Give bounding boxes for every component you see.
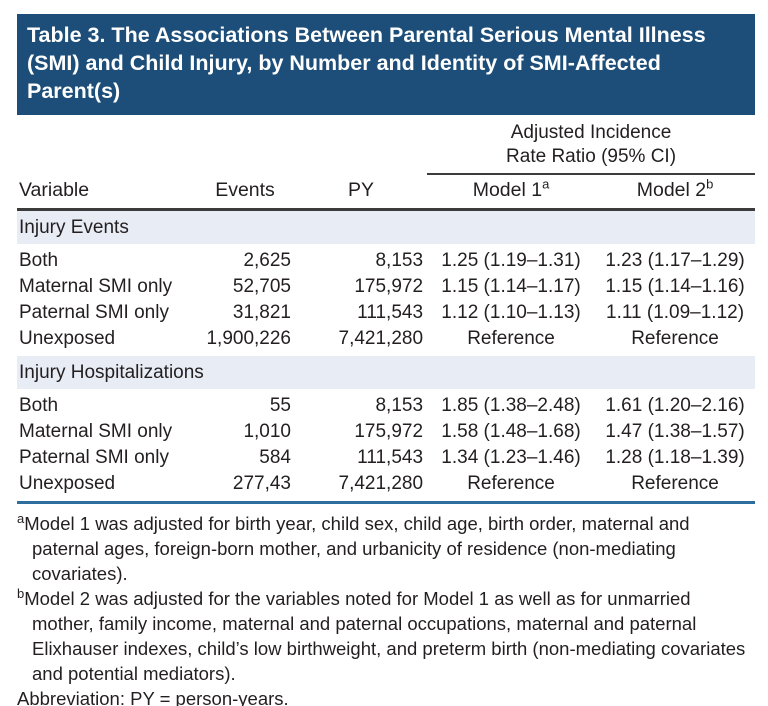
table-title-line: Table 3. The Associations Between Parent…	[27, 23, 706, 47]
column-header-model1: Model 1a	[427, 174, 596, 211]
footnote-marker: b	[17, 585, 25, 601]
cell-events: 1,010	[243, 421, 291, 442]
footnote-marker: a	[17, 510, 25, 526]
cell-py: 8,153	[375, 395, 424, 416]
cell-model1: Reference	[467, 473, 555, 494]
table-title-line: (SMI) and Child Injury, by Number and Id…	[27, 51, 661, 75]
column-header-model2: Model 2b	[595, 174, 756, 211]
cell-py: 7,421,280	[338, 328, 424, 349]
column-header-events: Events	[195, 174, 295, 211]
cell-model1: 1.12 (1.10–1.13)	[441, 302, 581, 323]
cell-events: 31,821	[232, 302, 291, 323]
cell-py: 111,543	[357, 302, 424, 323]
cell-events: 277,43	[232, 473, 291, 494]
cell-py: 7,421,280	[338, 473, 424, 494]
cell-py: 175,972	[354, 421, 424, 442]
cell-model2: 1.11 (1.09–1.12)	[606, 302, 745, 323]
model2-footnote-marker: b	[706, 176, 714, 192]
cell-model2: 1.23 (1.17–1.29)	[605, 250, 745, 271]
column-header-row: Variable Events PY Model 1a Model 2b	[17, 174, 756, 211]
table-title-bar: Table 3. The Associations Between Parent…	[17, 14, 755, 115]
cell-model1: 1.25 (1.19–1.31)	[441, 250, 581, 271]
abbreviation-note: Abbreviation: PY = person-years.	[17, 688, 289, 706]
footnotes-block: aModel 1 was adjusted for birth year, ch…	[17, 511, 755, 706]
table-row: Paternal SMI only 31,821 111,543 1.12 (1.10…	[17, 300, 755, 326]
spanner-spacer	[17, 118, 427, 174]
column-header-py: PY	[295, 174, 428, 211]
table-row: Both 55 8,153 1.85 (1.38–2.48) 1.61 (1.20–2.…	[17, 389, 755, 419]
cell-model1: 1.85 (1.38–2.48)	[441, 395, 581, 416]
cell-model1: 1.15 (1.14–1.17)	[441, 276, 581, 297]
model1-footnote-marker: a	[542, 176, 550, 192]
section-header-label: Injury Events	[17, 209, 756, 244]
cell-model2: 1.61 (1.20–2.16)	[605, 395, 745, 416]
footnote: aModel 1 was adjusted for birth year, ch…	[17, 510, 690, 584]
cell-variable: Paternal SMI only	[19, 302, 169, 323]
cell-variable: Both	[19, 250, 59, 271]
cell-model2: Reference	[631, 473, 719, 494]
cell-py: 111,543	[357, 447, 424, 468]
table-row: Both 2,625 8,153 1.25 (1.19–1.31) 1.23 (1.17…	[17, 244, 755, 274]
section-header-label: Injury Hospitalizations	[17, 356, 756, 389]
table-title: Table 3. The Associations Between Parent…	[27, 21, 743, 105]
cell-model2: Reference	[631, 328, 719, 349]
table-row: Paternal SMI only 584 111,543 1.34 (1.23–1.…	[17, 445, 755, 471]
cell-events: 52,705	[232, 276, 291, 297]
spanner-label: Adjusted Incidence Rate Ratio (95% CI)	[427, 118, 756, 175]
cell-variable: Maternal SMI only	[19, 421, 173, 442]
table-title-line: Parent(s)	[27, 79, 121, 103]
cell-events: 2,625	[243, 250, 291, 271]
cell-variable: Unexposed	[19, 328, 116, 349]
cell-events: 584	[259, 447, 291, 468]
cell-model1: 1.34 (1.23–1.46)	[441, 447, 581, 468]
table-row: Maternal SMI only 52,705 175,972 1.15 (1.14…	[17, 274, 755, 300]
footnote: bModel 2 was adjusted for the variables …	[17, 585, 746, 684]
cell-py: 8,153	[375, 250, 424, 271]
stats-table: Adjusted Incidence Rate Ratio (95% CI) V…	[17, 118, 756, 504]
cell-events: 1,900,226	[206, 328, 291, 349]
cell-variable: Maternal SMI only	[19, 276, 173, 297]
cell-variable: Unexposed	[19, 473, 116, 494]
table-row: Unexposed 1,900,226 7,421,280 Reference Refe…	[17, 326, 755, 356]
cell-model2: 1.47 (1.38–1.57)	[605, 421, 745, 442]
section-header-row: Injury Hospitalizations	[17, 356, 756, 389]
cell-model1: 1.58 (1.48–1.68)	[441, 421, 581, 442]
cell-variable: Paternal SMI only	[19, 447, 169, 468]
cell-events: 55	[269, 395, 291, 416]
model1-label: Model 1	[472, 179, 543, 201]
table-row: Maternal SMI only 1,010 175,972 1.58 (1.48–…	[17, 419, 755, 445]
cell-model2: 1.15 (1.14–1.16)	[605, 276, 745, 297]
section-header-row: Injury Events	[17, 209, 756, 244]
model2-label: Model 2	[636, 179, 707, 201]
cell-py: 175,972	[354, 276, 424, 297]
spanner-line1: Adjusted Incidence	[510, 122, 672, 143]
spanner-row: Adjusted Incidence Rate Ratio (95% CI)	[17, 118, 756, 175]
cell-variable: Both	[19, 395, 59, 416]
table-row: Unexposed 277,43 7,421,280 Reference Referen…	[17, 471, 755, 503]
spanner-line2: Rate Ratio (95% CI)	[506, 146, 677, 167]
column-header-variable: Variable	[17, 174, 195, 211]
cell-model1: Reference	[467, 328, 555, 349]
cell-model2: 1.28 (1.18–1.39)	[605, 447, 745, 468]
